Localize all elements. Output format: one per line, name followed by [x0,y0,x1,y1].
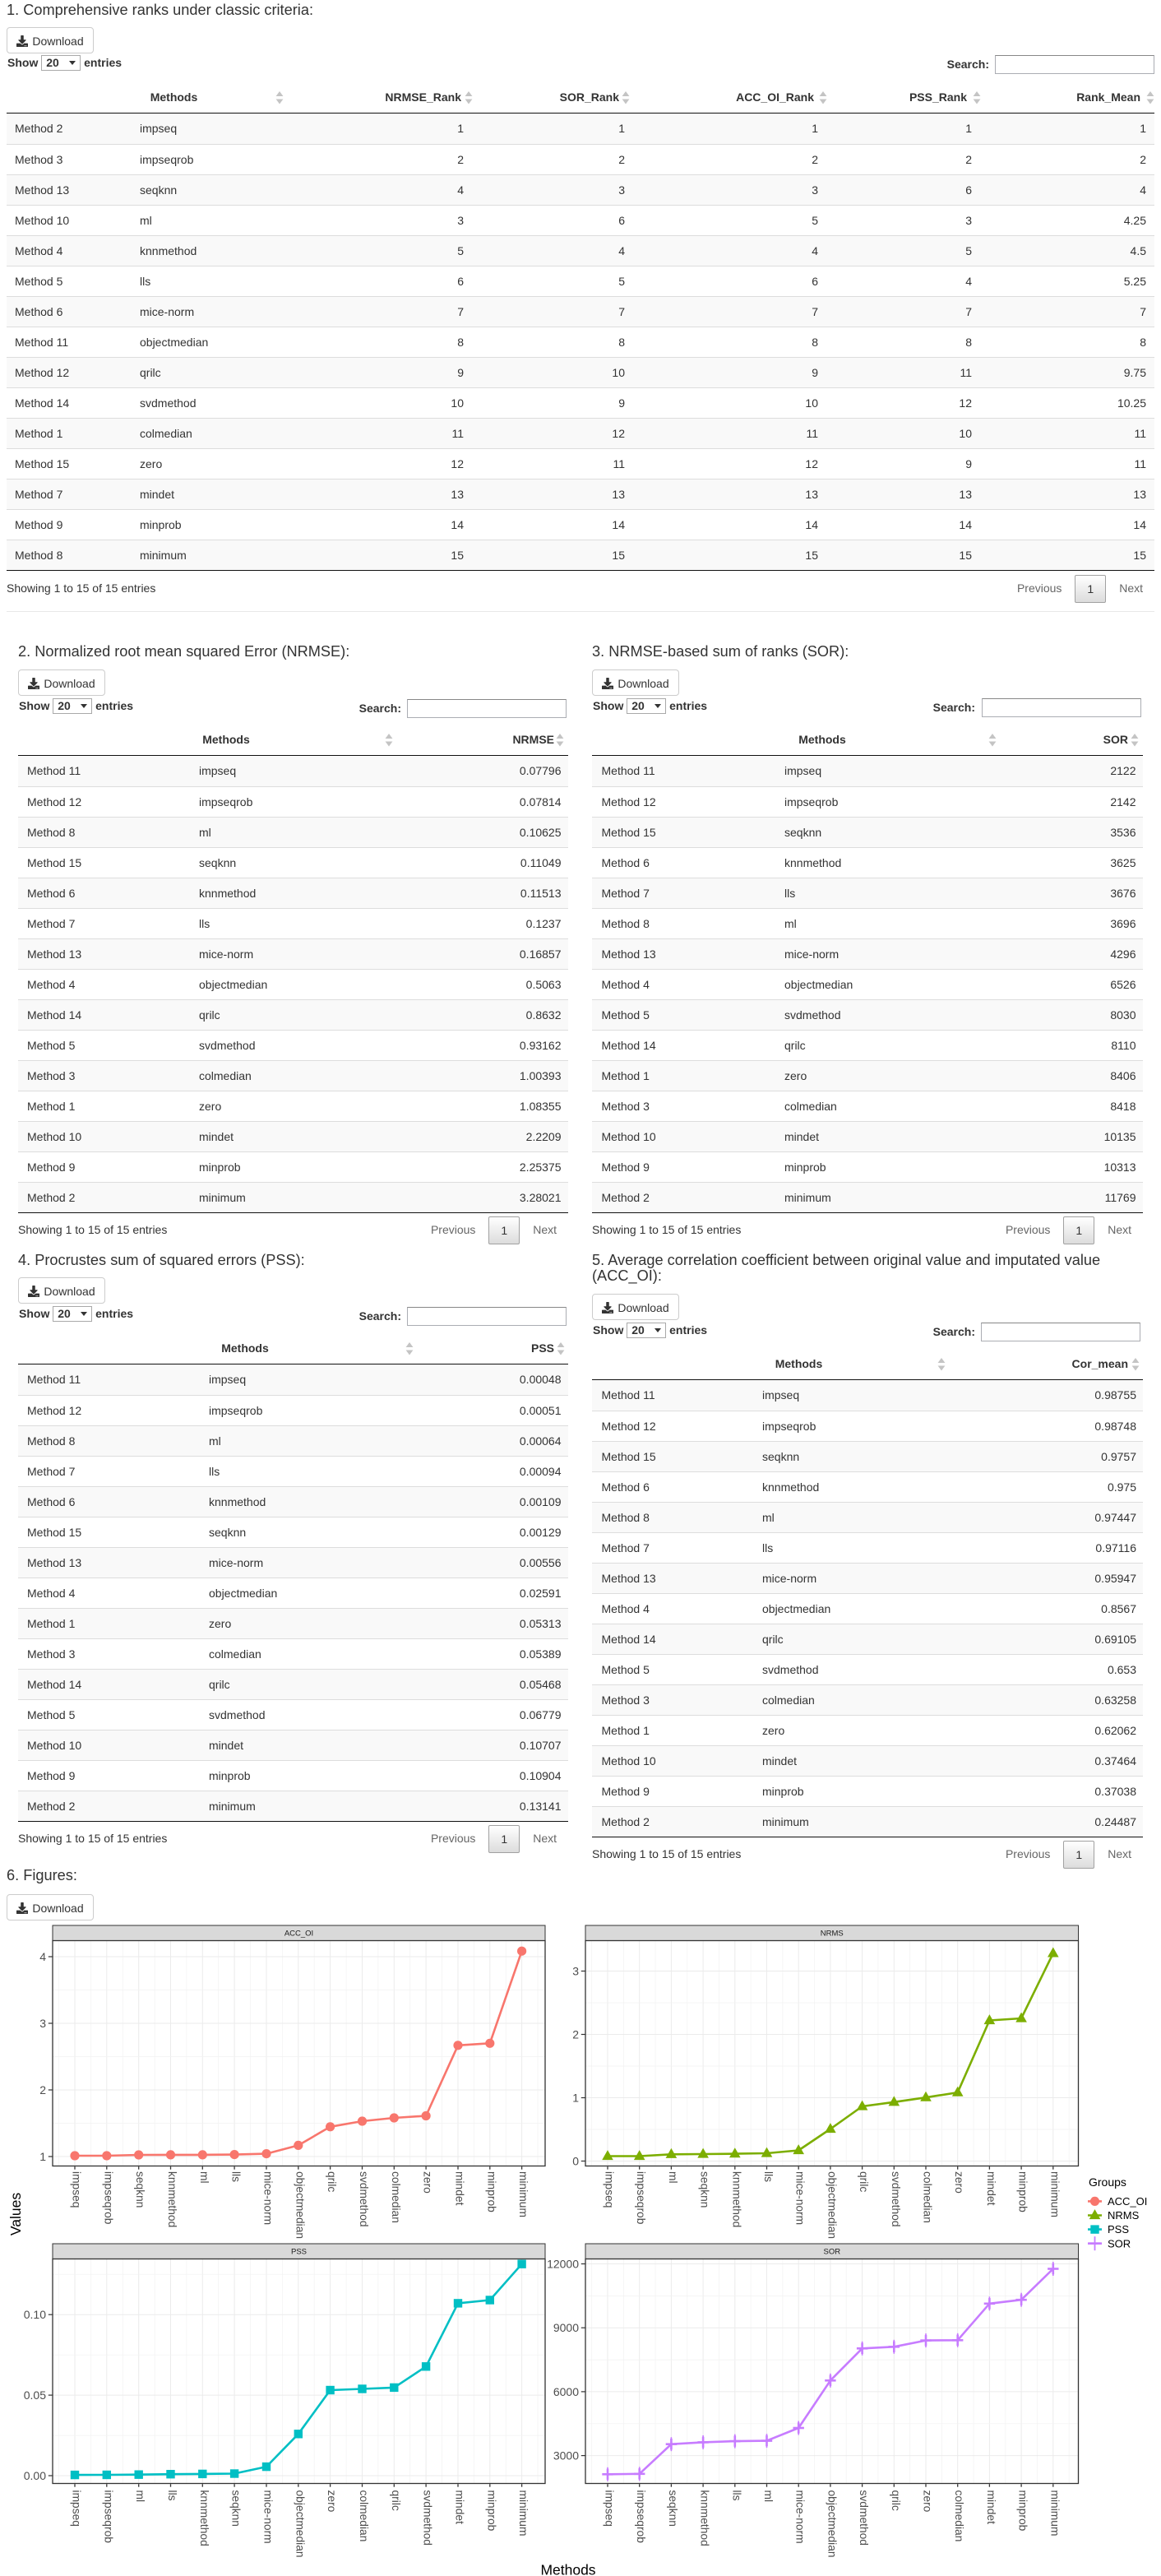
svg-text:seqknn: seqknn [699,2171,711,2208]
svg-text:0.00: 0.00 [24,2469,46,2482]
svg-text:minimum: minimum [517,2490,530,2537]
svg-text:minimum: minimum [1048,2171,1061,2217]
svg-text:svdmethod: svdmethod [890,2171,902,2227]
svg-text:impseq: impseq [71,2490,83,2527]
svg-text:mindet: mindet [454,2490,466,2525]
svg-text:mice-norm: mice-norm [794,2490,807,2544]
svg-text:impseqrob: impseqrob [102,2490,114,2544]
svg-text:seqknn: seqknn [230,2490,243,2527]
svg-text:qrilc: qrilc [858,2171,870,2192]
svg-text:12000: 12000 [547,2258,579,2271]
svg-text:knnmethod: knnmethod [730,2171,742,2227]
svg-text:colmedian: colmedian [390,2171,402,2223]
svg-text:objectmedian: objectmedian [826,2171,838,2239]
svg-text:seqknn: seqknn [134,2171,146,2208]
svg-text:qrilc: qrilc [390,2490,402,2511]
svg-text:1: 1 [39,2150,46,2163]
svg-text:1: 1 [572,2092,579,2105]
svg-text:NRMS: NRMS [1108,2209,1140,2222]
svg-text:objectmedian: objectmedian [294,2171,306,2239]
svg-text:zero: zero [922,2490,934,2513]
svg-text:mice-norm: mice-norm [262,2171,275,2225]
svg-text:zero: zero [422,2171,434,2194]
svg-text:knnmethod: knnmethod [166,2171,178,2227]
svg-text:zero: zero [953,2171,965,2194]
svg-text:Methods: Methods [540,2562,595,2576]
svg-text:2: 2 [39,2083,46,2096]
svg-text:ml: ml [667,2171,679,2184]
svg-text:knnmethod: knnmethod [198,2490,210,2546]
svg-text:0: 0 [572,2155,579,2168]
svg-text:mindet: mindet [985,2490,997,2525]
svg-text:lls: lls [166,2490,178,2501]
svg-text:mice-norm: mice-norm [262,2490,275,2544]
svg-text:PSS: PSS [1108,2223,1129,2235]
svg-text:lls: lls [230,2171,243,2182]
svg-text:colmedian: colmedian [358,2490,370,2542]
svg-text:0.10: 0.10 [24,2308,46,2321]
svg-text:PSS: PSS [291,2248,307,2257]
svg-text:minprob: minprob [1017,2490,1029,2532]
svg-text:Values: Values [7,2193,24,2235]
svg-text:ACC_OI: ACC_OI [1108,2195,1147,2208]
svg-text:objectmedian: objectmedian [294,2490,306,2558]
svg-text:SOR: SOR [824,2248,841,2257]
svg-text:minimum: minimum [517,2171,530,2217]
svg-text:3000: 3000 [553,2449,579,2462]
svg-text:NRMS: NRMS [821,1930,844,1939]
svg-text:knnmethod: knnmethod [699,2490,711,2546]
svg-text:impseq: impseq [71,2171,83,2208]
svg-text:colmedian: colmedian [922,2171,934,2223]
svg-text:impseqrob: impseqrob [635,2171,647,2225]
svg-text:9000: 9000 [553,2321,579,2334]
svg-text:qrilc: qrilc [890,2490,902,2511]
svg-text:svdmethod: svdmethod [422,2490,434,2546]
svg-text:mindet: mindet [454,2171,466,2206]
svg-text:ACC_OI: ACC_OI [284,1930,313,1939]
svg-text:zero: zero [326,2490,338,2513]
svg-text:svdmethod: svdmethod [358,2171,370,2227]
svg-text:seqknn: seqknn [667,2490,679,2527]
svg-text:impseqrob: impseqrob [102,2171,114,2225]
svg-text:mice-norm: mice-norm [794,2171,807,2225]
svg-text:qrilc: qrilc [326,2171,338,2192]
svg-text:SOR: SOR [1108,2237,1131,2249]
svg-text:impseqrob: impseqrob [635,2490,647,2544]
svg-text:svdmethod: svdmethod [858,2490,870,2546]
svg-text:minprob: minprob [1017,2171,1029,2212]
svg-text:ml: ml [762,2490,775,2503]
svg-text:objectmedian: objectmedian [826,2490,838,2558]
svg-text:mindet: mindet [985,2171,997,2206]
svg-text:lls: lls [762,2171,775,2182]
svg-text:minimum: minimum [1048,2490,1061,2537]
svg-text:ml: ml [134,2490,146,2503]
svg-text:colmedian: colmedian [953,2490,965,2542]
svg-text:6000: 6000 [553,2385,579,2398]
svg-text:3: 3 [39,2017,46,2030]
svg-text:impseq: impseq [604,2171,616,2208]
svg-text:4: 4 [39,1950,46,1963]
svg-text:ml: ml [198,2171,210,2184]
svg-text:impseq: impseq [604,2490,616,2527]
svg-text:minprob: minprob [485,2171,497,2212]
svg-text:minprob: minprob [485,2490,497,2532]
svg-text:Groups: Groups [1089,2175,1126,2189]
svg-text:2: 2 [572,2028,579,2041]
svg-text:0.05: 0.05 [24,2388,46,2402]
svg-text:lls: lls [730,2490,742,2501]
svg-text:3: 3 [572,1965,579,1978]
